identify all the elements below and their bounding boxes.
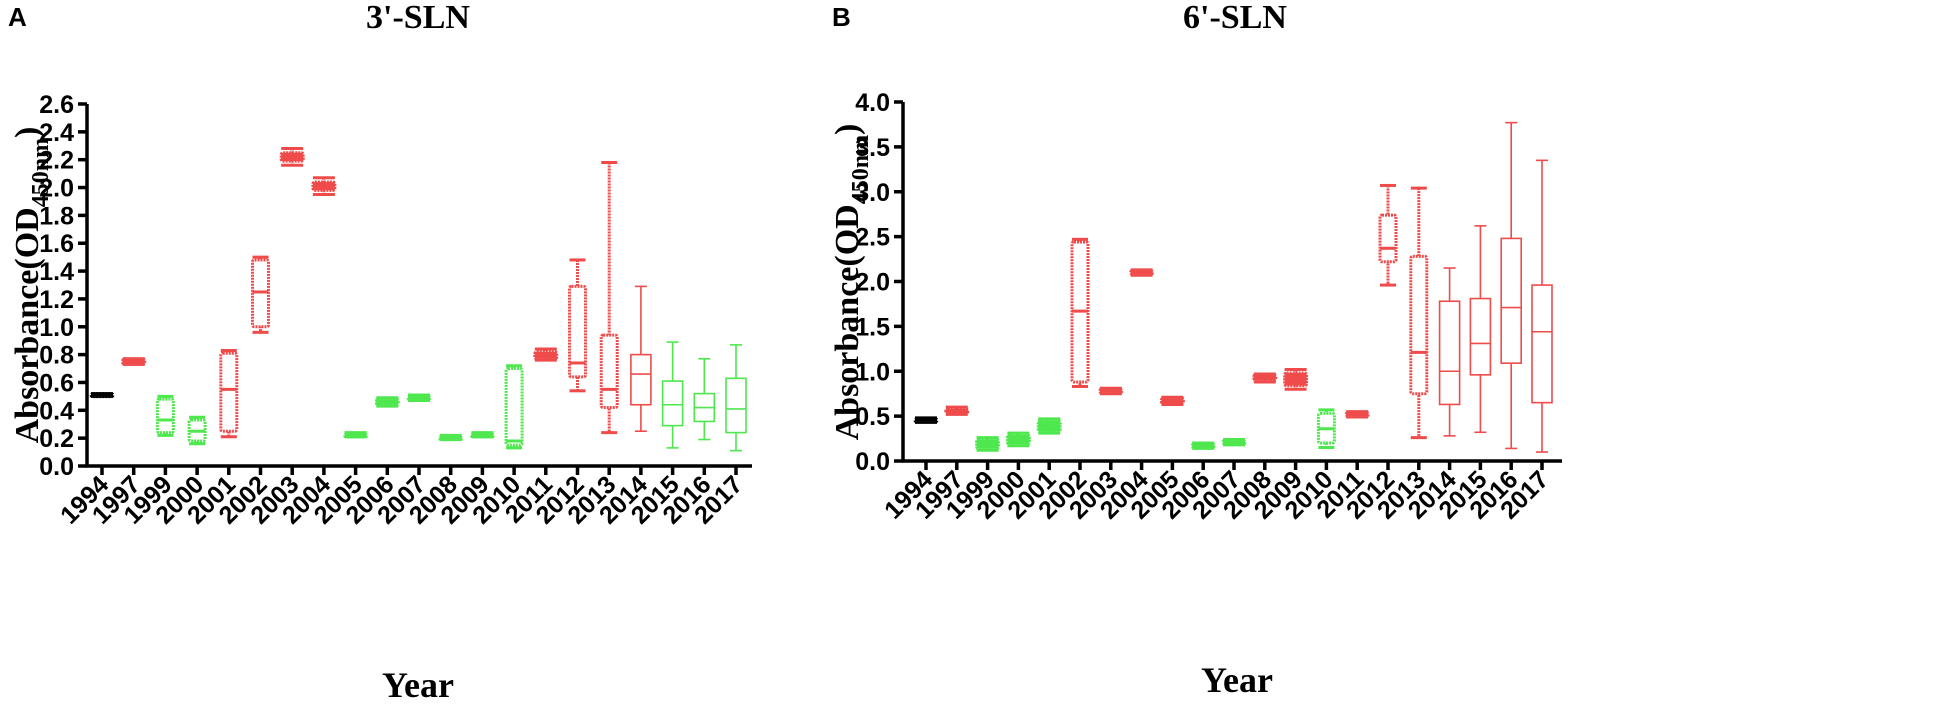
box-body — [1378, 213, 1398, 264]
x-axis-title: Year — [1201, 660, 1273, 700]
x-axis-title: Year — [382, 665, 454, 705]
box-2008 — [438, 433, 464, 442]
box-2012 — [1378, 183, 1398, 287]
box-2010 — [1316, 408, 1336, 450]
y-axis-title-close: ) — [829, 124, 866, 135]
box-body — [1500, 237, 1522, 364]
box-body — [599, 333, 619, 410]
box-1999 — [975, 436, 1001, 452]
box-2011 — [533, 347, 559, 362]
panel-letter: A — [8, 2, 27, 32]
y-tick-label: 1.8 — [39, 202, 74, 230]
box-2006 — [1190, 441, 1216, 450]
box-body — [1469, 297, 1492, 376]
box-2004 — [311, 176, 337, 196]
box-2009 — [469, 431, 495, 439]
box-body — [630, 353, 652, 406]
box-1997 — [121, 357, 147, 366]
box-2001 — [1036, 417, 1062, 435]
y-tick-label: 0.5 — [855, 403, 890, 431]
box-2003 — [1098, 386, 1124, 396]
y-tick-label: 1.6 — [39, 230, 74, 258]
y-tick-label: 3.5 — [855, 134, 890, 162]
box-2007 — [406, 393, 432, 403]
box-1997 — [944, 405, 970, 416]
box-2012 — [568, 258, 587, 393]
y-tick-label: 1.5 — [855, 313, 890, 341]
panel-a: A 3'-SLN 0.00.20.40.60.81.01.21.41.61.82.0… — [8, 0, 752, 705]
box-2003 — [279, 147, 305, 167]
box-body — [1409, 254, 1429, 396]
box-1994 — [913, 416, 939, 424]
box-1994 — [89, 392, 115, 399]
box-2017 — [1531, 159, 1553, 453]
y-tick-label: 0.0 — [39, 453, 74, 481]
y-tick-label: 0.2 — [39, 425, 74, 453]
chart-title: 6'-SLN — [1183, 0, 1287, 36]
y-axis-title-subscript: 450nm — [848, 135, 874, 204]
box-1999 — [155, 394, 175, 437]
y-tick-label: 2.0 — [855, 269, 890, 297]
y-tick-label: 0.6 — [39, 369, 74, 397]
box-2016 — [1500, 121, 1522, 450]
box-2008 — [1252, 372, 1278, 384]
box-body — [661, 380, 684, 427]
box-body — [1438, 300, 1461, 406]
y-tick-label: 3.0 — [855, 179, 890, 207]
y-tick-label: 1.4 — [39, 258, 74, 286]
y-tick-label: 2.6 — [39, 91, 74, 119]
y-tick-label: 0.8 — [39, 342, 74, 370]
box-body — [219, 351, 239, 433]
box-2016 — [693, 357, 716, 441]
box-body — [155, 397, 175, 435]
y-tick-label: 4.0 — [855, 89, 890, 117]
y-axis-title-main: Absorbance(OD — [829, 204, 866, 440]
box-2000 — [187, 415, 207, 446]
y-axis-title-close: ) — [9, 127, 46, 138]
box-body — [504, 367, 524, 447]
y-tick-label: 2.2 — [39, 147, 74, 175]
panel-letter: B — [832, 2, 851, 32]
box-2002 — [251, 255, 270, 334]
box-2005 — [343, 431, 369, 439]
box-2006 — [374, 396, 400, 408]
box-2013 — [1409, 186, 1429, 440]
y-tick-label: 1.0 — [855, 358, 890, 386]
box-2014 — [630, 285, 652, 432]
box-2009 — [1283, 367, 1309, 391]
box-2017 — [725, 344, 747, 452]
y-tick-label: 0.0 — [855, 448, 890, 476]
chart-title: 3'-SLN — [366, 0, 470, 36]
y-tick-label: 1.2 — [39, 286, 74, 314]
y-tick-label: 0.4 — [39, 397, 74, 425]
panel-b: B 6'-SLN 0.0 0.5 1.0 1.5 2.0 2.5 3.0 3.5 4.0 Absorb… — [829, 0, 1562, 700]
y-tick-label: 2.0 — [39, 175, 74, 203]
box-2015 — [1469, 225, 1492, 434]
box-2011 — [1344, 410, 1370, 419]
box-2002 — [1070, 237, 1090, 389]
y-axis-title: Absorbance(OD450nm) — [829, 124, 874, 441]
box-body — [568, 284, 587, 379]
box-body — [725, 377, 747, 434]
box-2015 — [661, 341, 684, 449]
box-2004 — [1129, 268, 1155, 277]
y-axis-title-main: Absorbance(OD — [9, 207, 46, 443]
y-axis-title-subscript: 450nm — [28, 138, 54, 207]
y-tick-label: 2.5 — [855, 224, 890, 252]
box-2013 — [599, 160, 619, 435]
box-2007 — [1221, 437, 1247, 447]
box-2010 — [504, 364, 524, 450]
box-2000 — [1005, 431, 1031, 448]
y-tick-label: 1.0 — [39, 314, 74, 342]
y-tick-label: 2.4 — [39, 119, 74, 147]
y-axis-title: Absorbance(OD450nm) — [9, 127, 54, 444]
box-2001 — [219, 348, 239, 439]
box-body — [1531, 284, 1553, 404]
box-2005 — [1159, 395, 1185, 406]
box-2014 — [1438, 267, 1461, 437]
